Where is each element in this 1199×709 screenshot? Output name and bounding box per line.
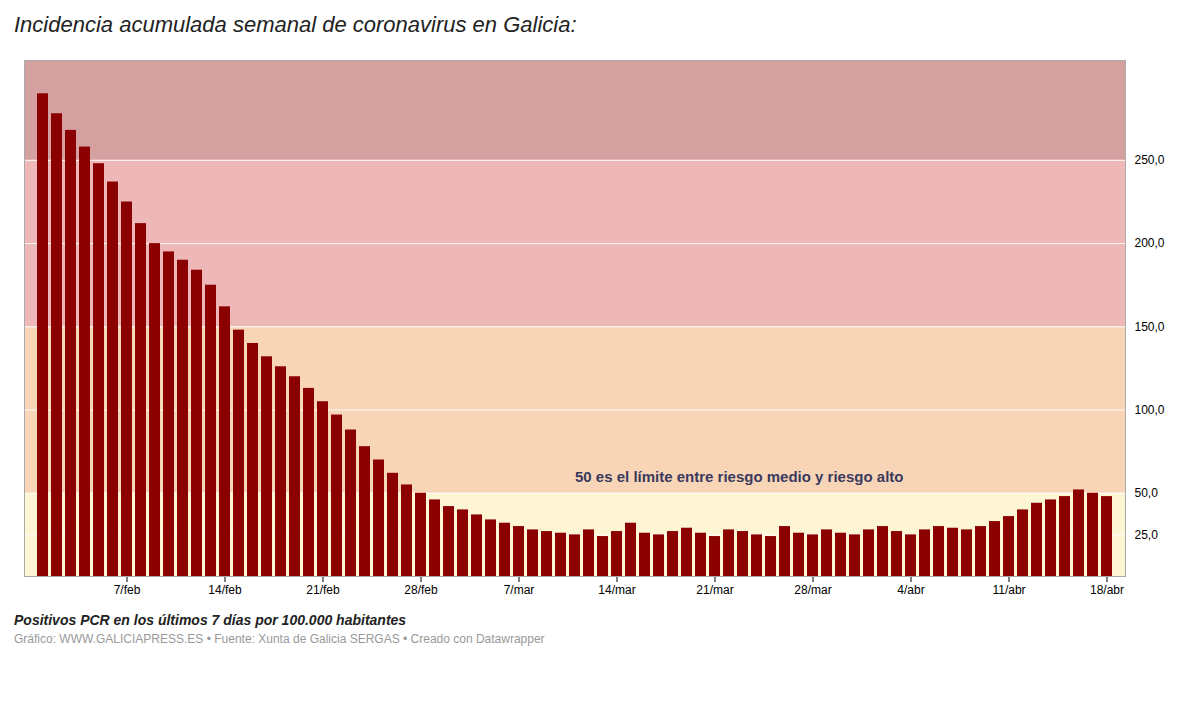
- svg-text:200,0: 200,0: [1135, 236, 1165, 250]
- html-text:Positivos PCR en los últimos 7: Positivos PCR en los últimos 7 días por …: [14, 612, 407, 628]
- svg-text:150,0: 150,0: [1135, 320, 1165, 334]
- svg-text:28/mar: 28/mar: [794, 583, 831, 597]
- svg-text:7/feb: 7/feb: [114, 583, 141, 597]
- svg-text:14/feb: 14/feb: [208, 583, 242, 597]
- svg-text:14/mar: 14/mar: [598, 583, 635, 597]
- svg-text:7/mar: 7/mar: [504, 583, 535, 597]
- svg-text:28/feb: 28/feb: [404, 583, 438, 597]
- svg-text:100,0: 100,0: [1135, 403, 1165, 417]
- svg-text:25,0: 25,0: [1135, 528, 1159, 542]
- svg-text:50,0: 50,0: [1135, 486, 1159, 500]
- html-text:Gráfico: WWW.GALICIAPRESS.ES •: Gráfico: WWW.GALICIAPRESS.ES • Fuente: X…: [14, 632, 545, 646]
- svg-text:21/mar: 21/mar: [696, 583, 733, 597]
- html-text:Incidencia acumulada semanal d: Incidencia acumulada semanal de coronavi…: [14, 12, 577, 37]
- svg-text:21/feb: 21/feb: [306, 583, 340, 597]
- svg-text:4/abr: 4/abr: [897, 583, 924, 597]
- svg-text:250,0: 250,0: [1135, 153, 1165, 167]
- svg-text:18/abr: 18/abr: [1090, 583, 1124, 597]
- svg-text:50 es el límite entre riesgo m: 50 es el límite entre riesgo medio y rie…: [575, 468, 903, 485]
- svg-text:11/abr: 11/abr: [992, 583, 1025, 597]
